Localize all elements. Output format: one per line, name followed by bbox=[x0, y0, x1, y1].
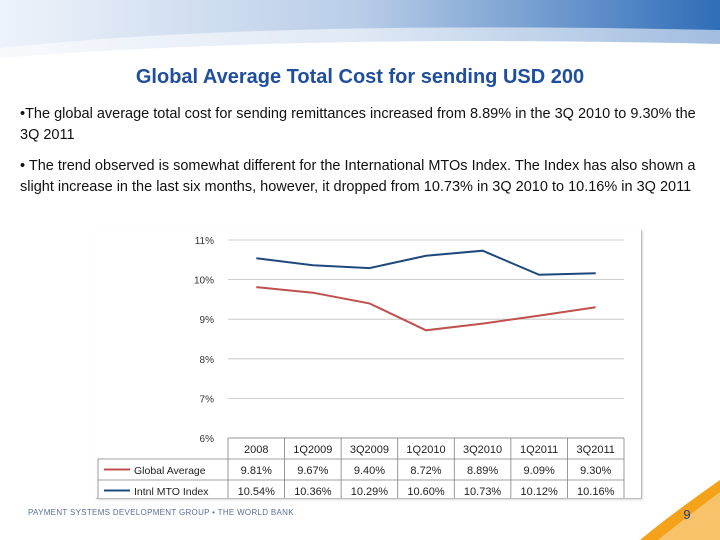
legend-label: Intnl MTO Index bbox=[134, 486, 209, 498]
slide-title: Global Average Total Cost for sending US… bbox=[135, 66, 585, 88]
category-label: 2008 bbox=[244, 444, 268, 456]
data-label: 10.16% bbox=[577, 486, 615, 498]
category-label: 1Q2010 bbox=[406, 444, 445, 456]
data-label: 10.73% bbox=[464, 486, 502, 498]
data-label: 9.30% bbox=[580, 465, 611, 477]
data-label: 10.54% bbox=[238, 486, 276, 498]
data-label: 10.12% bbox=[520, 486, 558, 498]
category-label: 1Q2011 bbox=[520, 444, 558, 456]
series-line bbox=[256, 286, 596, 332]
series-line bbox=[256, 249, 596, 276]
data-label: 8.72% bbox=[410, 465, 441, 477]
y-tick-label: 10% bbox=[194, 276, 214, 287]
data-label: 9.40% bbox=[354, 465, 385, 477]
data-label: 10.60% bbox=[407, 486, 445, 498]
data-label: 10.29% bbox=[351, 486, 389, 498]
line-chart: 6% 7% 8% 9% 10% 11% 2008 1Q2009 3Q2009 1Q2010 3Q20… bbox=[97, 236, 625, 498]
category-label: 3Q2011 bbox=[577, 444, 615, 456]
chart-container: 6% 7% 8% 9% 10% 11% 2008 1Q2009 3Q2009 1Q2010 3Q20… bbox=[96, 230, 642, 499]
footer-text: PAYMENT SYSTEMS DEVELOPMENT GROUP • THE … bbox=[28, 508, 294, 517]
y-tick-label: 11% bbox=[195, 236, 214, 247]
y-tick-label: 7% bbox=[200, 394, 215, 405]
page-number: 9 bbox=[683, 507, 691, 522]
header-banner bbox=[0, 0, 720, 62]
data-label: 9.09% bbox=[524, 465, 555, 477]
category-label: 3Q2009 bbox=[350, 444, 389, 456]
y-tick-label: 6% bbox=[200, 434, 215, 445]
data-label: 9.81% bbox=[241, 465, 272, 477]
data-label: 9.67% bbox=[297, 465, 328, 477]
data-label: 10.36% bbox=[294, 486, 332, 498]
legend-label: Global Average bbox=[134, 465, 206, 477]
data-label: 8.89% bbox=[467, 465, 498, 477]
category-label: 3Q2010 bbox=[463, 444, 502, 456]
bullet-text: • The trend observed is somewhat differe… bbox=[20, 158, 696, 195]
footer-swoosh-graphic bbox=[640, 480, 720, 540]
banner-graphic bbox=[0, 0, 720, 62]
category-label: 1Q2009 bbox=[293, 444, 332, 456]
y-tick-label: 9% bbox=[200, 315, 215, 326]
bullet-text: •The global average total cost for sendi… bbox=[20, 106, 696, 143]
y-tick-label: 8% bbox=[200, 355, 215, 366]
